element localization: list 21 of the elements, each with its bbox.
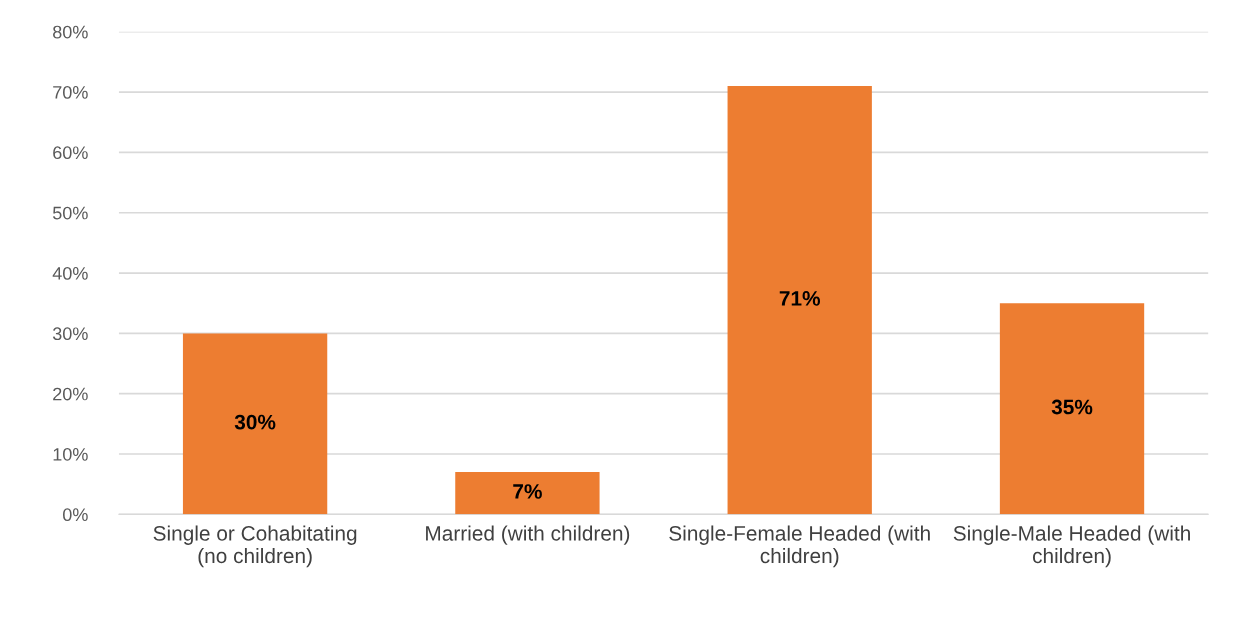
- y-tick-label: 40%: [52, 266, 88, 280]
- y-tick-label: 80%: [53, 25, 88, 39]
- y-tick-label: 50%: [52, 206, 88, 220]
- data-label: 71%: [779, 291, 821, 306]
- x-tick-label: Single-Female Headed (with children): [669, 525, 930, 568]
- bar: [455, 472, 600, 515]
- bar: [182, 333, 328, 515]
- y-tick-label: 20%: [53, 387, 88, 401]
- y-tick-label: 0%: [62, 508, 88, 522]
- bar: [727, 86, 872, 515]
- data-label: 30%: [234, 414, 276, 430]
- x-tick-label: Married (with children): [426, 525, 630, 545]
- y-tick-label: 10%: [53, 447, 88, 461]
- x-tick-label: Single or Cohabitating (no children): [153, 525, 357, 568]
- x-tick-label: Single-Male Headed (with children): [953, 525, 1190, 568]
- y-tick-label: 60%: [53, 146, 88, 160]
- data-label: 7%: [513, 484, 542, 499]
- bar: [999, 303, 1145, 515]
- data-label: 35%: [1051, 399, 1093, 415]
- y-tick-label: 70%: [53, 86, 88, 99]
- y-tick-label: 30%: [52, 327, 88, 341]
